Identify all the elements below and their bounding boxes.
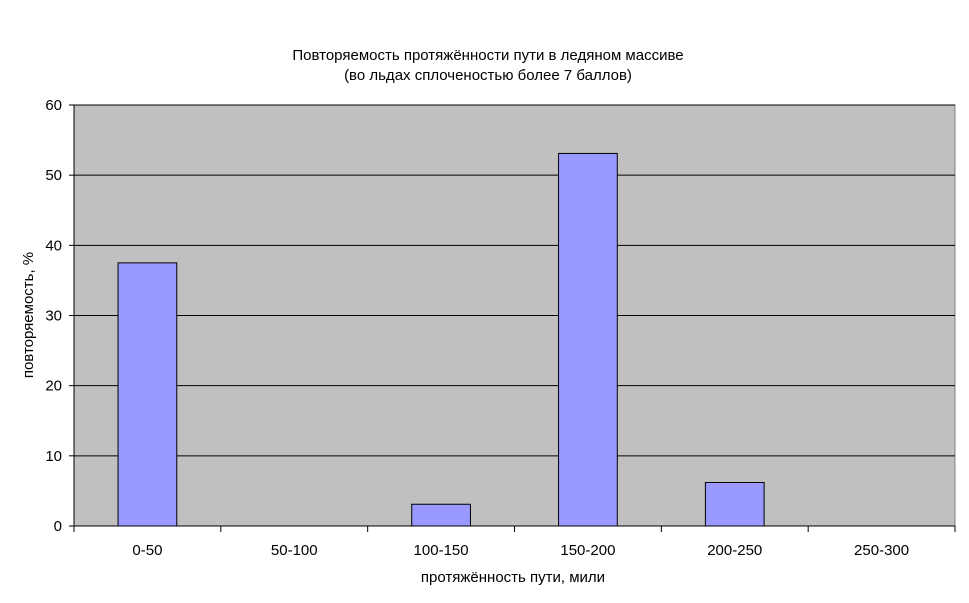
- chart-subtitle: (во льдах сплоченостью более 7 баллов): [344, 67, 632, 84]
- chart-title: Повторяемость протяжённости пути в ледян…: [292, 47, 683, 64]
- y-tick-label: 60: [45, 97, 62, 114]
- y-tick-label: 10: [45, 448, 62, 465]
- x-tick-label: 150-200: [560, 542, 615, 559]
- y-tick-label: 50: [45, 167, 62, 184]
- y-tick-label: 40: [45, 237, 62, 254]
- bars: [117, 152, 765, 527]
- axes: [69, 104, 956, 532]
- x-tick-label: 200-250: [707, 542, 762, 559]
- gridlines: [74, 104, 955, 457]
- y-tick-label: 20: [45, 378, 62, 395]
- x-axis-label: протяжённость пути, мили: [421, 569, 605, 586]
- bar-100-150: [411, 503, 471, 527]
- bar-200-250: [704, 481, 765, 527]
- y-tick-labels: 0 10 20 30 40 50 60: [45, 97, 62, 535]
- y-axis-label: повторяемость, %: [20, 252, 37, 378]
- x-tick-label: 100-150: [414, 542, 469, 559]
- x-tick-label: 50-100: [271, 542, 318, 559]
- y-tick-label: 0: [54, 518, 62, 535]
- bar-0-50: [117, 262, 178, 527]
- x-tick-label: 250-300: [854, 542, 909, 559]
- x-tick-label: 0-50: [132, 542, 162, 559]
- bar-150-200: [558, 152, 618, 527]
- y-tick-label: 30: [45, 308, 62, 325]
- x-tick-labels: 0-50 50-100 100-150 150-200 200-250 250-300: [132, 542, 909, 559]
